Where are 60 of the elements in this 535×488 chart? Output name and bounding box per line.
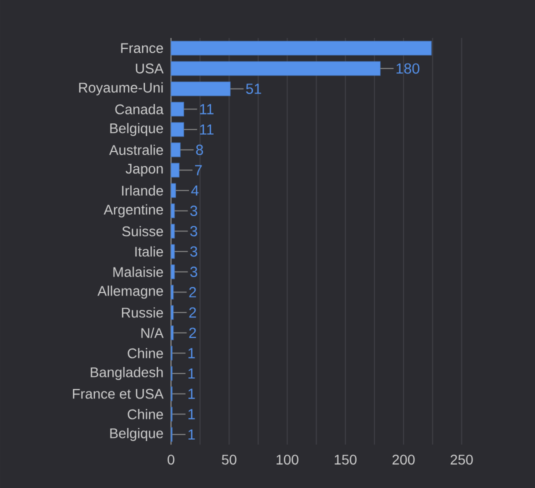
bar <box>170 284 174 300</box>
data-label: 1 <box>188 388 195 399</box>
y-tick-label: Argentine <box>104 204 163 218</box>
data-label: 4 <box>191 185 199 196</box>
data-label: 1 <box>188 429 195 440</box>
bar <box>170 244 175 259</box>
y-tick-label: Chine <box>128 348 163 358</box>
data-label: 7 <box>195 165 202 176</box>
data-label: 3 <box>190 246 198 257</box>
y-tick-label: Royaume-Uni <box>79 82 163 96</box>
data-label: 3 <box>190 266 198 278</box>
x-tick-label: 150 <box>334 454 357 465</box>
y-tick-label: Belgique <box>110 428 163 442</box>
data-label: 51 <box>246 84 262 94</box>
data-label: 3 <box>190 226 198 236</box>
bar <box>170 204 175 218</box>
x-tick-label: 200 <box>392 454 415 465</box>
data-label: 180 <box>396 63 420 74</box>
data-label: 1 <box>188 368 195 379</box>
x-tick-label: 50 <box>222 454 236 465</box>
data-label: 11 <box>200 124 214 135</box>
bar <box>170 326 174 340</box>
x-tick-label: 100 <box>276 454 298 465</box>
y-tick-label: Irlande <box>122 185 163 196</box>
y-tick-label: Suisse <box>122 226 163 236</box>
bar <box>170 142 181 158</box>
x-tick-label: 250 <box>450 454 473 465</box>
bar <box>170 162 180 178</box>
bar <box>170 40 432 56</box>
data-label: 1 <box>188 348 195 358</box>
bar <box>170 102 184 116</box>
bar <box>170 61 381 76</box>
y-tick-label: N/A <box>141 328 164 338</box>
data-label: 2 <box>189 287 196 298</box>
y-tick-label: Italie <box>135 246 163 257</box>
bar <box>170 224 175 238</box>
data-label: 3 <box>190 206 198 216</box>
y-tick-label: Russie <box>122 307 163 318</box>
y-tick-label: Bangladesh <box>90 366 163 380</box>
data-label: 8 <box>196 144 204 156</box>
y-tick-label: USA <box>136 64 164 74</box>
bar <box>170 122 184 137</box>
data-label: 2 <box>189 307 196 318</box>
y-tick-label: Japon <box>126 164 163 176</box>
bar <box>170 264 175 280</box>
bar <box>170 183 176 198</box>
data-label: 2 <box>189 328 196 338</box>
y-tick-label: France et USA <box>72 388 164 399</box>
y-tick-label: Allemagne <box>98 286 163 299</box>
y-tick-label: France <box>121 43 163 54</box>
y-tick-label: Australie <box>109 144 163 155</box>
y-tick-label: Malaisie <box>113 266 163 277</box>
data-label: 1 <box>188 409 195 420</box>
data-label: 11 <box>200 104 214 114</box>
bar <box>170 305 174 320</box>
y-tick-label: Belgique <box>110 122 163 136</box>
bar <box>170 82 231 96</box>
y-tick-label: Chine <box>128 409 163 420</box>
x-tick-label: 0 <box>168 454 174 465</box>
y-tick-label: Canada <box>115 104 164 114</box>
